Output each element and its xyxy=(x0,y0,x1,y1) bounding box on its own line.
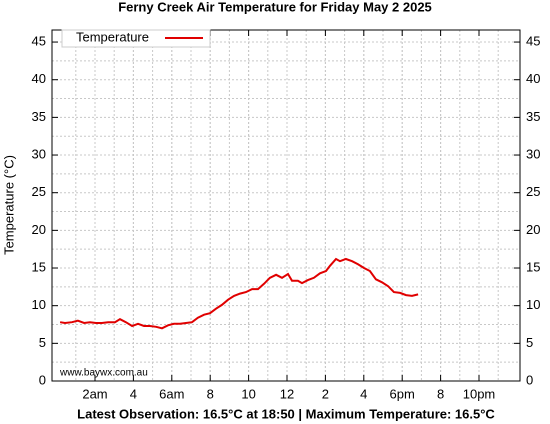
y2-tick-label: 30 xyxy=(526,146,540,161)
y-tick-label: 20 xyxy=(32,222,46,237)
watermark: www.baywx.com.au xyxy=(59,368,148,379)
x-tick-label: 2 xyxy=(322,386,329,401)
x-tick-label: 8 xyxy=(207,386,214,401)
y-tick-label: 10 xyxy=(32,297,46,312)
y2-tick-label: 45 xyxy=(526,33,540,48)
y2-tick-label: 10 xyxy=(526,297,540,312)
series-line xyxy=(59,257,419,330)
chart-title: Ferny Creek Air Temperature for Friday M… xyxy=(118,0,432,14)
y2-tick-label: 0 xyxy=(526,372,533,387)
x-tick-label: 6am xyxy=(159,386,184,401)
x-tick-label: 4 xyxy=(360,386,367,401)
x-tick-label: 2am xyxy=(82,386,107,401)
y2-tick-label: 25 xyxy=(526,184,540,199)
y2-tick-label: 35 xyxy=(526,109,540,124)
y-axis-label: Temperature (°C) xyxy=(1,155,16,255)
y-tick-label: 15 xyxy=(32,259,46,274)
y-tick-label: 35 xyxy=(32,109,46,124)
x-tick-label: 4 xyxy=(130,386,137,401)
y-tick-label: 45 xyxy=(32,33,46,48)
legend-label: Temperature xyxy=(76,29,149,44)
x-tick-label: 6pm xyxy=(390,386,415,401)
footer: Latest Observation: 16.5°C at 18:50 | Ma… xyxy=(77,406,495,421)
plot-frame xyxy=(51,29,521,382)
y2-tick-label: 5 xyxy=(526,335,533,350)
y-tick-label: 0 xyxy=(39,372,46,387)
y-tick-label: 25 xyxy=(32,184,46,199)
y-tick-label: 5 xyxy=(39,335,46,350)
y2-tick-label: 40 xyxy=(526,71,540,86)
y2-tick-label: 15 xyxy=(526,259,540,274)
y-tick-label: 40 xyxy=(32,71,46,86)
x-tick-label: 10pm xyxy=(463,386,496,401)
x-tick-label: 8 xyxy=(437,386,444,401)
x-tick-label: 12 xyxy=(280,386,294,401)
x-tick-label: 10 xyxy=(241,386,255,401)
y-tick-label: 30 xyxy=(32,146,46,161)
y2-tick-label: 20 xyxy=(526,222,540,237)
legend-box xyxy=(61,29,211,48)
